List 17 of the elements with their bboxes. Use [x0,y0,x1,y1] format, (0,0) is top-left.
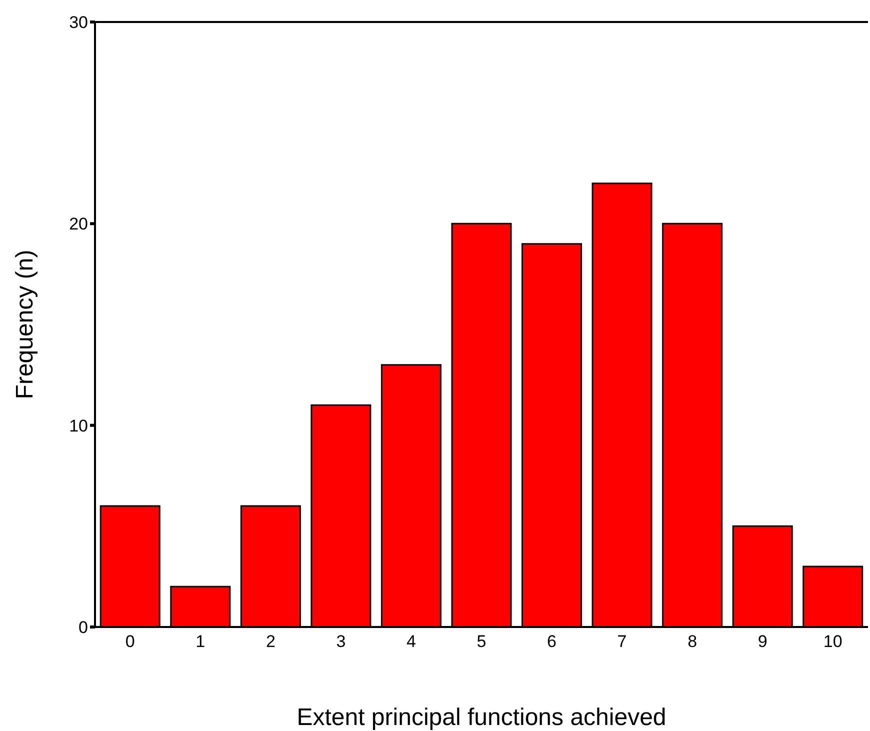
x-tick-label: 8 [688,632,698,652]
x-tick-label: 2 [266,632,276,652]
y-tick-label: 10 [69,416,88,436]
x-tick-label: 7 [617,632,627,652]
x-tick-label: 0 [125,632,135,652]
x-tick-label: 4 [406,632,416,652]
x-tick-label: 3 [336,632,346,652]
x-tick-label: 10 [823,632,842,652]
x-tick-label: 6 [547,632,557,652]
x-axis-title: Extent principal functions achieved [296,704,666,731]
y-tick-label: 0 [78,618,88,638]
x-tick-label: 9 [758,632,768,652]
y-tick-label: 30 [69,13,88,32]
x-tick-label: 1 [196,632,206,652]
y-tick-label: 20 [69,214,88,234]
x-tick-label: 5 [476,632,486,652]
y-axis-title: Frequency (n) [12,250,39,400]
